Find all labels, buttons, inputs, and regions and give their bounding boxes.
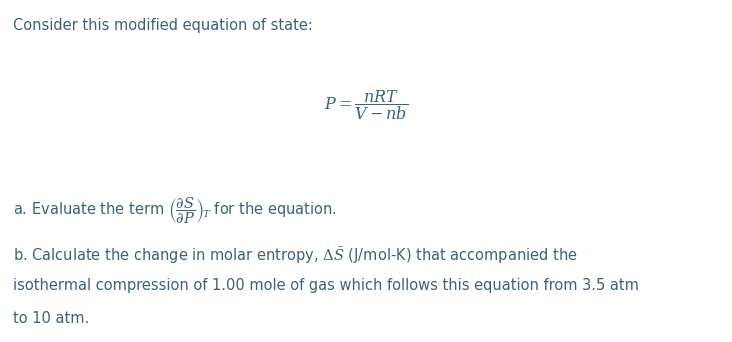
Text: isothermal compression of 1.00 mole of gas which follows this equation from 3.5 : isothermal compression of 1.00 mole of g… xyxy=(13,278,639,293)
Text: to 10 atm.: to 10 atm. xyxy=(13,311,89,326)
Text: b. Calculate the change in molar entropy, $\Delta\bar{S}$ (J/mol-K) that accompa: b. Calculate the change in molar entropy… xyxy=(13,245,578,266)
Text: a. Evaluate the term $\left(\dfrac{\partial S}{\partial P}\right)_{\!T}$ for the: a. Evaluate the term $\left(\dfrac{\part… xyxy=(13,195,337,226)
Text: $P = \dfrac{nRT}{V-nb}$: $P = \dfrac{nRT}{V-nb}$ xyxy=(324,88,408,122)
Text: Consider this modified equation of state:: Consider this modified equation of state… xyxy=(13,18,313,33)
